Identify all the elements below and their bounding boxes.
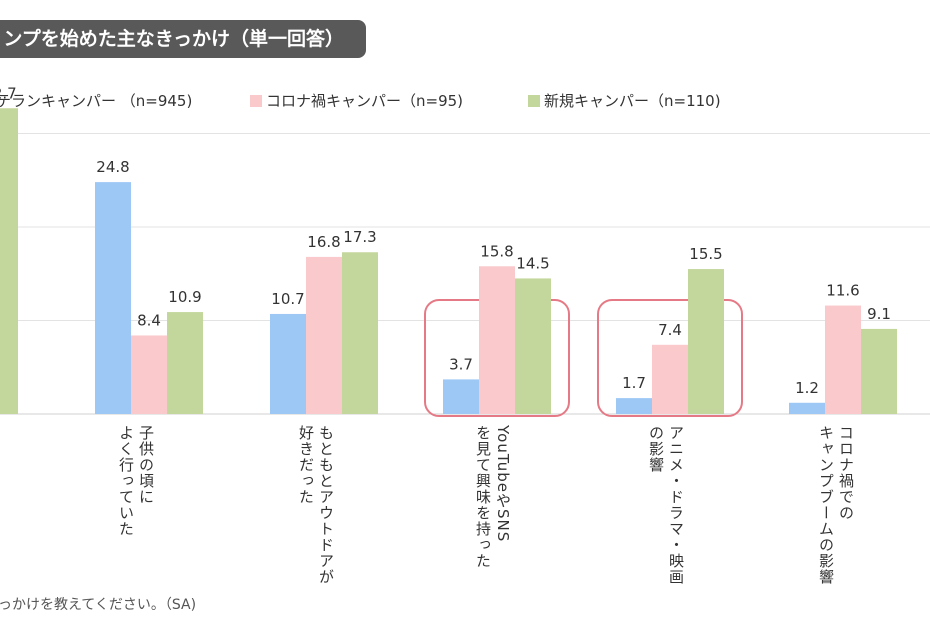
bar bbox=[131, 335, 167, 414]
bar bbox=[616, 398, 652, 414]
bar bbox=[167, 312, 203, 414]
value-label: 16.8 bbox=[307, 233, 340, 251]
value-label: 1.7 bbox=[622, 374, 646, 392]
value-label: 10.9 bbox=[168, 288, 201, 306]
value-label: 3.7 bbox=[449, 355, 473, 373]
bar bbox=[443, 379, 479, 414]
value-label: 15.5 bbox=[689, 245, 722, 263]
value-label: 9.1 bbox=[867, 305, 891, 323]
bar bbox=[270, 313, 306, 414]
value-label: 10.7 bbox=[271, 290, 304, 308]
bar bbox=[861, 328, 897, 414]
x-label-youtube: YouTubeやSNS を見て興味を持った bbox=[474, 425, 512, 569]
x-label-anime: アニメ・ドラマ・映画 の影響 bbox=[647, 425, 685, 585]
legend-label-new: 新規キャンパー（n=110) bbox=[544, 92, 721, 110]
value-label: 24.8 bbox=[96, 158, 129, 176]
legend-label-veteran: テランキャンパー （n=945) bbox=[0, 92, 193, 110]
highlight-box bbox=[597, 299, 743, 417]
bar bbox=[688, 269, 724, 414]
bar bbox=[306, 256, 342, 414]
legend-swatch-corona bbox=[250, 94, 262, 107]
footnote: っかけを教えてください。（SA) bbox=[0, 597, 197, 613]
bar bbox=[95, 182, 131, 414]
legend-label-corona: コロナ禍キャンパー（n=95) bbox=[266, 92, 464, 110]
bar bbox=[342, 252, 378, 414]
bar bbox=[825, 305, 861, 414]
bar bbox=[479, 266, 515, 414]
value-label: 7.4 bbox=[658, 321, 682, 339]
value-label: 14.5 bbox=[516, 254, 549, 272]
legend-item-veteran: テランキャンパー （n=945) bbox=[0, 90, 192, 111]
value-label: 17.3 bbox=[343, 228, 376, 246]
value-label: 8.4 bbox=[137, 311, 161, 329]
bar bbox=[789, 402, 825, 414]
legend-item-new: 新規キャンパー（n=110) bbox=[528, 90, 721, 111]
value-label: 1.2 bbox=[795, 379, 819, 397]
x-label-outdoor: もともとアウトドアが 好きだった bbox=[297, 425, 335, 585]
legend-swatch-new bbox=[528, 94, 540, 107]
chart-title: ンプを始めた主なきっかけ（単一回答） bbox=[0, 20, 366, 58]
x-label-childhood: 子供の頃に よく行っていた bbox=[117, 425, 155, 537]
legend-item-corona: コロナ禍キャンパー（n=95) bbox=[250, 90, 463, 111]
x-label-corona-boom: コロナ禍での キャンプブームの影響 bbox=[817, 425, 855, 585]
bar bbox=[515, 278, 551, 414]
bar bbox=[652, 344, 688, 414]
value-label: 11.6 bbox=[826, 282, 859, 300]
bar bbox=[0, 108, 18, 414]
value-label: 32.7 bbox=[0, 84, 17, 102]
value-label: 15.8 bbox=[480, 242, 513, 260]
